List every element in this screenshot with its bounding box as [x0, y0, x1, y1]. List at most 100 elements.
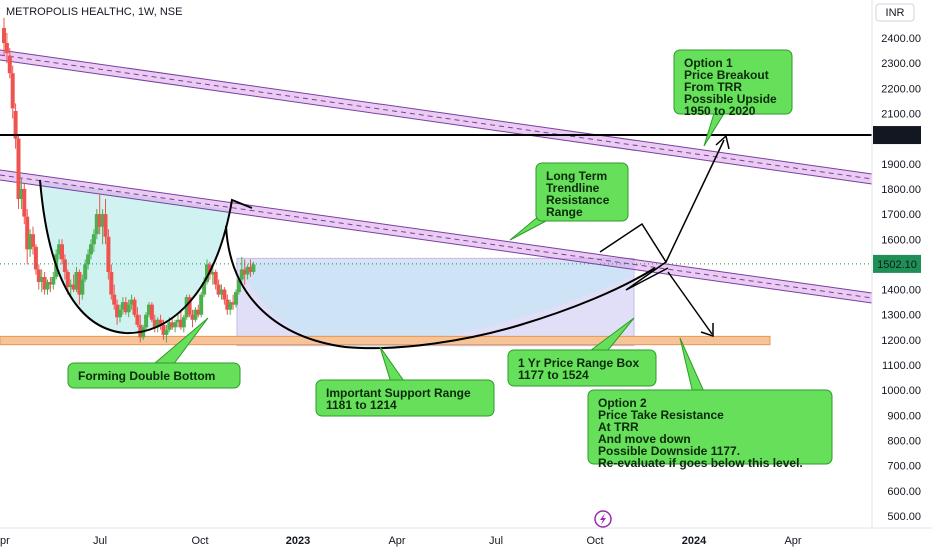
candle-body — [83, 264, 88, 280]
option2-callout-line: Option 2 — [598, 396, 647, 410]
candle — [199, 292, 204, 318]
candle — [164, 324, 169, 343]
price-tick-label: 500.00 — [887, 511, 921, 523]
candle-body — [199, 294, 204, 315]
candle-body — [181, 317, 186, 328]
candle-body — [135, 314, 140, 325]
candle-body — [152, 319, 157, 328]
candle — [115, 299, 120, 325]
time-tick-label: 2023 — [286, 535, 310, 547]
candle-body — [158, 319, 163, 325]
price-axis[interactable]: 2400.002300.002200.002100.002000.001900.… — [871, 0, 921, 528]
candle — [71, 274, 76, 293]
candle — [97, 193, 102, 235]
price-tick-label: 2400.00 — [881, 33, 921, 45]
candle-body — [89, 244, 93, 255]
trendline-callout-line: Range — [546, 205, 583, 219]
level-price-tag: 2014.20 — [873, 126, 921, 145]
candle-body — [239, 269, 244, 280]
candle-body — [149, 304, 154, 320]
price-tick-label: 600.00 — [887, 486, 921, 498]
candle-body — [184, 297, 189, 318]
currency-box[interactable] — [875, 3, 915, 22]
candle — [187, 294, 192, 318]
candle-body — [242, 269, 247, 275]
candle-body — [4, 43, 9, 54]
candle-body — [129, 299, 134, 305]
candle-body — [33, 246, 38, 270]
drawings — [0, 134, 872, 350]
price-tick-label: 900.00 — [887, 410, 921, 422]
range-box-callout-cover — [509, 351, 655, 385]
price-tick-label: 1900.00 — [881, 159, 921, 171]
candle — [149, 302, 154, 323]
candle — [210, 266, 215, 285]
candle-body — [216, 284, 221, 295]
upper-channel-bottom — [0, 59, 873, 185]
candle — [222, 287, 227, 305]
candle — [89, 239, 93, 260]
option1-callout-line: Option 1 — [684, 56, 733, 70]
trendline-resistance-channel-bottom — [0, 179, 873, 304]
candle — [39, 269, 44, 293]
candle — [74, 266, 79, 293]
option1-callout-line: Possible Upside — [684, 92, 777, 106]
flash-icon[interactable] — [594, 510, 612, 528]
candle-body — [248, 266, 253, 272]
candle-body — [132, 299, 137, 315]
candle — [100, 209, 105, 245]
price-tick-label: 1100.00 — [882, 360, 921, 372]
candle-body — [100, 214, 105, 227]
candle-body — [91, 234, 96, 245]
option1-callout-line: Price Breakout — [684, 68, 769, 82]
candle-body — [170, 322, 175, 328]
price-tick-label: 2200.00 — [881, 83, 921, 95]
candle-body — [77, 271, 82, 295]
candle-body — [109, 271, 114, 295]
candle-body — [176, 319, 180, 323]
candle-body — [144, 314, 149, 328]
candle-body — [147, 304, 151, 315]
candle — [135, 307, 140, 328]
candle-body — [213, 271, 218, 285]
candle-body — [126, 304, 131, 313]
candle-body — [28, 234, 33, 250]
candle — [22, 183, 27, 225]
time-axis[interactable]: Jul Oct 2023 Apr Jul Oct 2024 Apr pr — [0, 527, 932, 547]
support-callout-line: 1181 to 1214 — [326, 398, 397, 412]
candle-body — [178, 319, 183, 328]
price-tick-label: 800.00 — [887, 436, 921, 448]
double-bottom-curve-1 — [39, 179, 253, 335]
candle-body — [39, 277, 44, 283]
candle — [25, 209, 30, 265]
candle-body — [2, 27, 6, 44]
candle — [205, 259, 209, 285]
option2-callout-line: At TRR — [598, 420, 639, 434]
candle-body — [173, 322, 178, 328]
price-tick-label: 700.00 — [887, 461, 921, 473]
candle — [7, 48, 12, 79]
candle — [31, 226, 35, 255]
candle — [152, 314, 157, 333]
double-bottom-callout-cover — [69, 364, 239, 387]
candle — [225, 294, 230, 315]
level-tag-text: 2014.20 — [877, 130, 917, 142]
candle — [158, 314, 163, 330]
candle — [123, 297, 128, 315]
candle — [245, 264, 250, 280]
price-tick-label: 2100.00 — [881, 108, 921, 120]
candle — [16, 136, 21, 210]
candle — [13, 103, 18, 149]
candle-body — [74, 271, 79, 290]
option2-callout-line: Possible Downside 1177. — [598, 444, 740, 458]
candle — [190, 309, 195, 328]
trendline-resistance-channel-mid — [0, 174, 873, 299]
candle-body — [60, 244, 64, 260]
candle — [51, 271, 56, 290]
candle — [4, 32, 9, 64]
upper-channel-band — [0, 50, 872, 184]
